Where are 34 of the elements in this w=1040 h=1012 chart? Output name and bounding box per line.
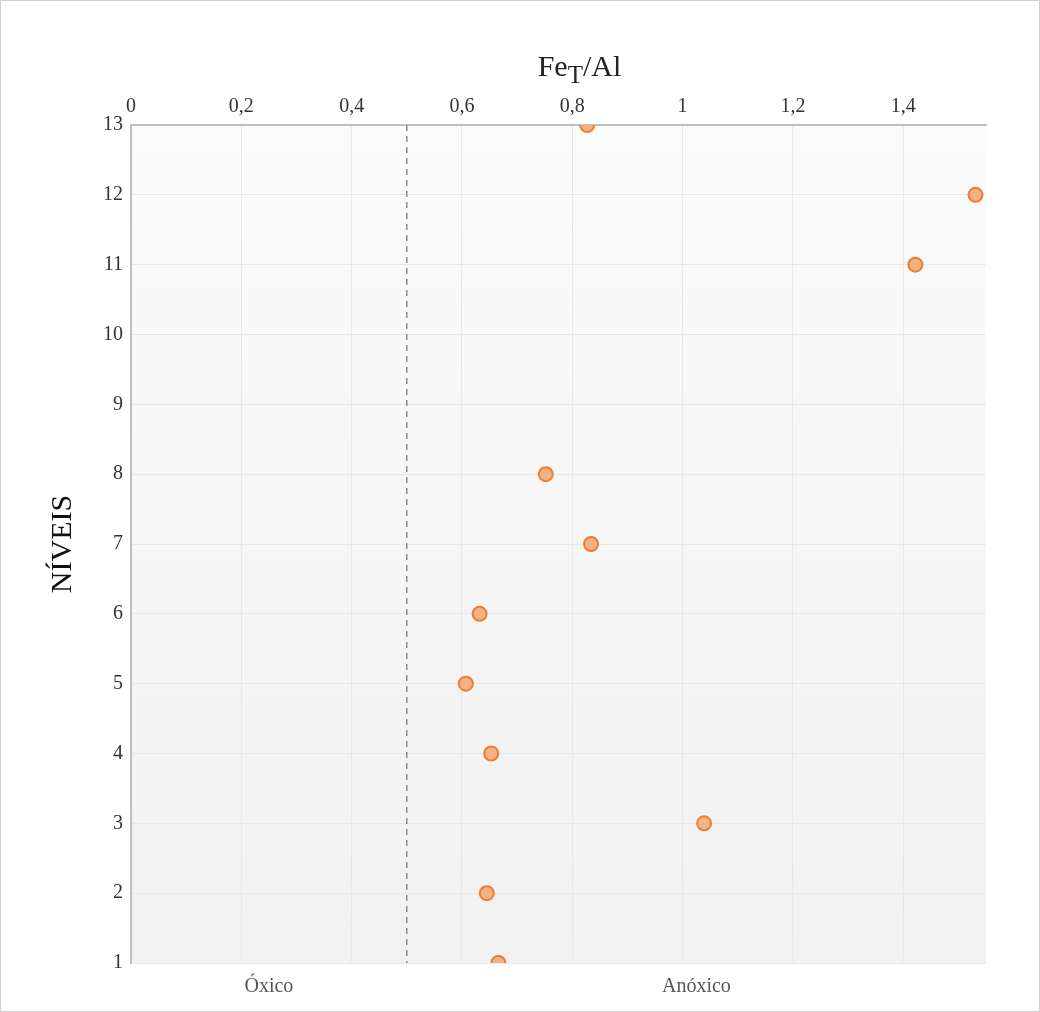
- x-tick-label: 0,8: [559, 94, 585, 117]
- x-axis-title: Fe$_{T}$/Al: [536, 49, 623, 89]
- y-axis-title: NÍVEIS: [43, 494, 77, 594]
- point: [457, 675, 474, 692]
- y-tick-label: 12: [103, 182, 123, 205]
- point: [537, 466, 554, 483]
- y-tick-label: 3: [113, 810, 123, 833]
- x-tick-label: 0: [126, 94, 136, 117]
- text: Óxico: [244, 973, 294, 997]
- x-tick-label: 0,2: [228, 94, 254, 117]
- y-tick-label: 5: [113, 670, 123, 693]
- x-tick-label: 0,6: [449, 94, 475, 117]
- x-tick-label: 1,2: [780, 94, 806, 117]
- y-tick-label: 9: [113, 391, 123, 414]
- y-tick-label: 4: [113, 740, 123, 763]
- y-tick-label: 13: [103, 112, 123, 135]
- point: [478, 885, 495, 902]
- point: [696, 815, 713, 832]
- y-tick-label: 8: [113, 461, 123, 484]
- x-tick-label: 1,4: [890, 94, 916, 117]
- point: [967, 186, 984, 203]
- x-tick-label: 1: [677, 94, 688, 117]
- y-tick-label: 2: [113, 880, 123, 903]
- point: [471, 605, 488, 622]
- y-tick-label: 6: [113, 601, 123, 624]
- y-tick-label: 10: [103, 321, 123, 344]
- point: [583, 536, 600, 552]
- point: [907, 256, 924, 273]
- text: Anóxico: [661, 974, 731, 997]
- point: [483, 745, 500, 762]
- y-tick-label: 7: [113, 531, 123, 554]
- y-tick-label: 1: [113, 950, 123, 973]
- y-tick-label: 11: [103, 251, 123, 274]
- x-tick-label: 0,4: [339, 94, 365, 117]
